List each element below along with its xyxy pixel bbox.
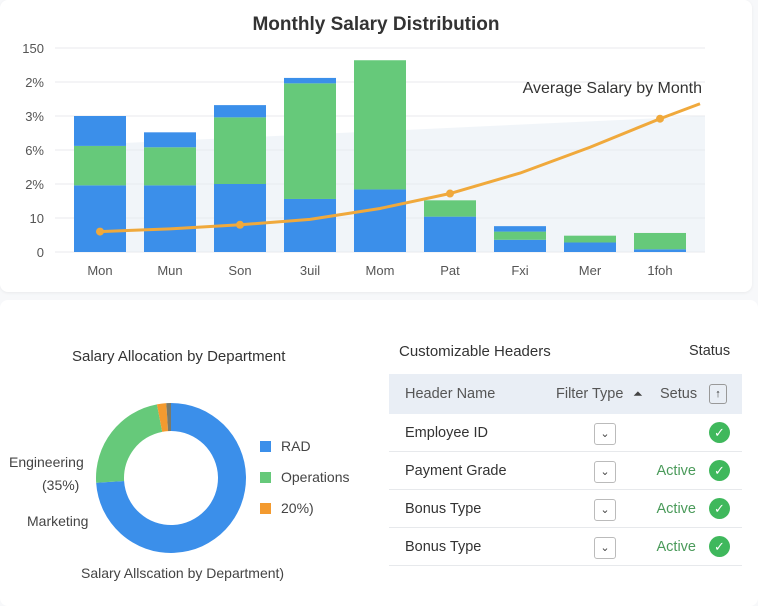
x-tick-label: Pat [440, 263, 460, 278]
row-status: Active [656, 462, 697, 479]
bar-chart-title: Monthly Salary Distribution [252, 14, 500, 35]
legend-item-third: 20%) [260, 500, 314, 516]
y-tick-label: 2% [25, 177, 44, 192]
x-tick-label: 1foh [647, 263, 672, 278]
y-tick-label: 0 [37, 245, 44, 260]
table-row: Bonus Type ⌄ Active ✓ [389, 528, 742, 566]
legend-swatch [260, 472, 271, 483]
line-marker [96, 227, 104, 236]
filter-dropdown-chevron-icon[interactable]: ⌄ [594, 461, 616, 483]
column-status[interactable]: Setus [660, 386, 698, 402]
legend-swatch [260, 441, 271, 452]
bar-segment [494, 239, 546, 252]
filter-dropdown-chevron-icon[interactable]: ⌄ [594, 423, 616, 445]
row-name: Bonus Type [405, 538, 482, 555]
x-tick-label: Mon [87, 263, 112, 278]
donut-chart [96, 403, 246, 553]
row-name: Employee ID [405, 424, 489, 441]
column-filter-type[interactable]: Filter Type [556, 386, 624, 402]
bar-segment [424, 200, 476, 217]
bar-chart-card: Monthly Salary Distribution 0 10 2% 6% 3% 2% 1… [0, 0, 752, 292]
x-tick-label: Son [228, 263, 251, 278]
legend-label: 20%) [281, 500, 314, 516]
donut-title: Salary Allocation by Department [72, 348, 286, 365]
check-circle-icon: ✓ [709, 498, 730, 519]
bar-segment [284, 198, 336, 252]
x-tick-label: Fxi [511, 263, 528, 278]
donut-subtitle: Salary Allscation by Department) [81, 565, 285, 581]
legend-item-operations: Operations [260, 469, 349, 485]
bar-segment [214, 117, 266, 184]
annotation-marketing: Marketing [27, 513, 89, 529]
donut-slice [166, 403, 171, 432]
table-title: Customizable Headers [399, 343, 551, 360]
donut-slice [96, 403, 246, 553]
legend-label: RAD [281, 438, 311, 454]
row-name: Bonus Type [405, 500, 482, 517]
bar-segment [74, 116, 126, 146]
bar-segment [564, 242, 616, 252]
bar-segment [564, 235, 616, 243]
x-tick-label: Mer [579, 263, 602, 278]
line-series-label: Average Salary by Month [523, 80, 702, 97]
annotation-percent: (35%) [42, 477, 80, 493]
column-header-name[interactable]: Header Name [405, 386, 496, 402]
sort-up-arrow-icon[interactable]: ↑ [709, 384, 727, 404]
bar-segment [494, 226, 546, 232]
line-marker [446, 189, 454, 198]
legend-item-rad: RAD [260, 438, 311, 454]
table-row: Payment Grade ⌄ Active ✓ [389, 452, 742, 490]
check-circle-icon: ✓ [709, 460, 730, 481]
bar-segment [634, 249, 686, 252]
bar-segment [494, 231, 546, 240]
headers-table: Header Name Filter Type ⏶ Setus ↑ Employ… [389, 374, 742, 566]
y-tick-label: 3% [25, 109, 44, 124]
bar-segment [144, 132, 196, 148]
bar-segment [144, 185, 196, 252]
y-tick-label: 2% [25, 75, 44, 90]
y-tick-label: 150 [22, 41, 44, 56]
line-marker [236, 220, 244, 229]
bar-segment [284, 77, 336, 84]
bar-segment [284, 83, 336, 199]
filter-dropdown-chevron-icon[interactable]: ⌄ [594, 537, 616, 559]
annotation-engineering: Engineering [9, 454, 84, 470]
bar-segment [354, 60, 406, 190]
x-tick-label: 3uil [300, 263, 320, 278]
bar-segment [144, 147, 196, 186]
average-salary-line [99, 102, 701, 234]
sort-filter-icon[interactable]: ⏶ [633, 386, 643, 401]
bar-chart: 0 10 2% 6% 3% 2% 150 Mon Mun Son 3uil Mom Pat Fxi Mer 1… [22, 41, 705, 278]
donut-slice [96, 404, 163, 483]
x-tick-label: Mun [157, 263, 182, 278]
bar-segment [214, 105, 266, 118]
table-row: Bonus Type ⌄ Active ✓ [389, 490, 742, 528]
table-row: Employee ID ⌄ ✓ [389, 414, 742, 452]
bar-segment [214, 184, 266, 252]
filter-dropdown-chevron-icon[interactable]: ⌄ [594, 499, 616, 521]
y-tick-label: 6% [25, 143, 44, 158]
row-name: Payment Grade [405, 462, 507, 479]
row-status: Active [656, 538, 697, 555]
legend-swatch [260, 503, 271, 514]
status-title: Status [689, 343, 731, 359]
bar-segment [424, 216, 476, 252]
y-tick-label: 10 [30, 211, 44, 226]
line-marker [656, 114, 664, 123]
bar-segment [354, 189, 406, 252]
bar-segment [634, 232, 686, 250]
check-circle-icon: ✓ [709, 422, 730, 443]
bottom-panel: Salary Allocation by Department Engineer… [0, 300, 758, 606]
bar-segment [74, 185, 126, 252]
table-header-row: Header Name Filter Type ⏶ Setus ↑ [389, 374, 742, 414]
legend-label: Operations [281, 469, 350, 485]
check-circle-icon: ✓ [709, 536, 730, 557]
row-status: Active [656, 500, 697, 517]
bar-segment [74, 145, 126, 186]
donut-slice [156, 403, 169, 432]
x-tick-label: Mom [366, 263, 395, 278]
